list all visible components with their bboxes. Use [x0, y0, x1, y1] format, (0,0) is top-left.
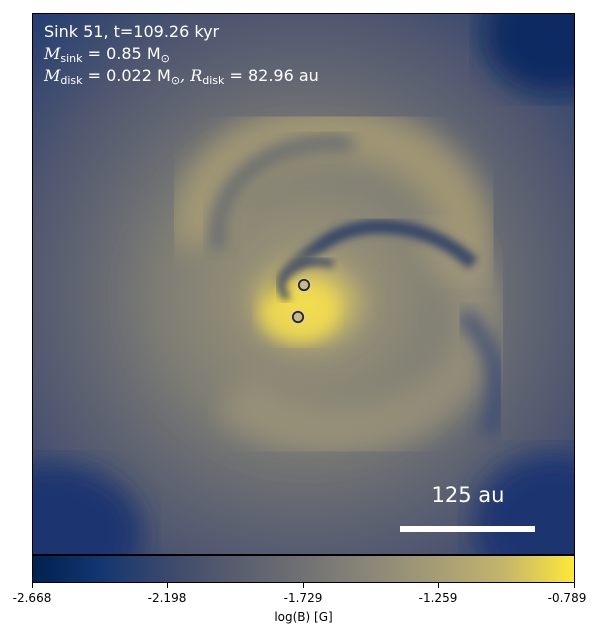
scale-bar-label: 125 au	[431, 483, 505, 507]
magnetic-field-map: Sink 51, t=109.26 kyr Msink = 0.85 M⊙ Md…	[32, 13, 575, 555]
colorbar-tick-label: -2.668	[12, 591, 52, 605]
disk-properties-label: Mdisk = 0.022 M⊙, Rdisk = 82.96 au	[44, 66, 319, 87]
field-image	[33, 14, 574, 554]
scale-bar	[400, 526, 535, 532]
colorbar-tick-label: -1.729	[283, 591, 323, 605]
colorbar-tick-label: -2.198	[147, 591, 187, 605]
colorbar-tick-label: -1.259	[418, 591, 458, 605]
colorbar-tick-label: -0.789	[547, 591, 587, 605]
sink-time-label: Sink 51, t=109.26 kyr	[44, 22, 220, 41]
sink-mass-label: Msink = 0.85 M⊙	[44, 44, 170, 65]
sink-marker	[291, 310, 305, 324]
colorbar-tick	[303, 583, 304, 588]
colorbar-tick	[167, 583, 168, 588]
colorbar-label: log(B) [G]	[274, 610, 333, 624]
colorbar-tick	[438, 583, 439, 588]
colorbar-tick	[32, 583, 33, 588]
sink-marker	[297, 278, 311, 292]
colorbar	[32, 555, 575, 583]
colorbar-tick	[574, 583, 575, 588]
